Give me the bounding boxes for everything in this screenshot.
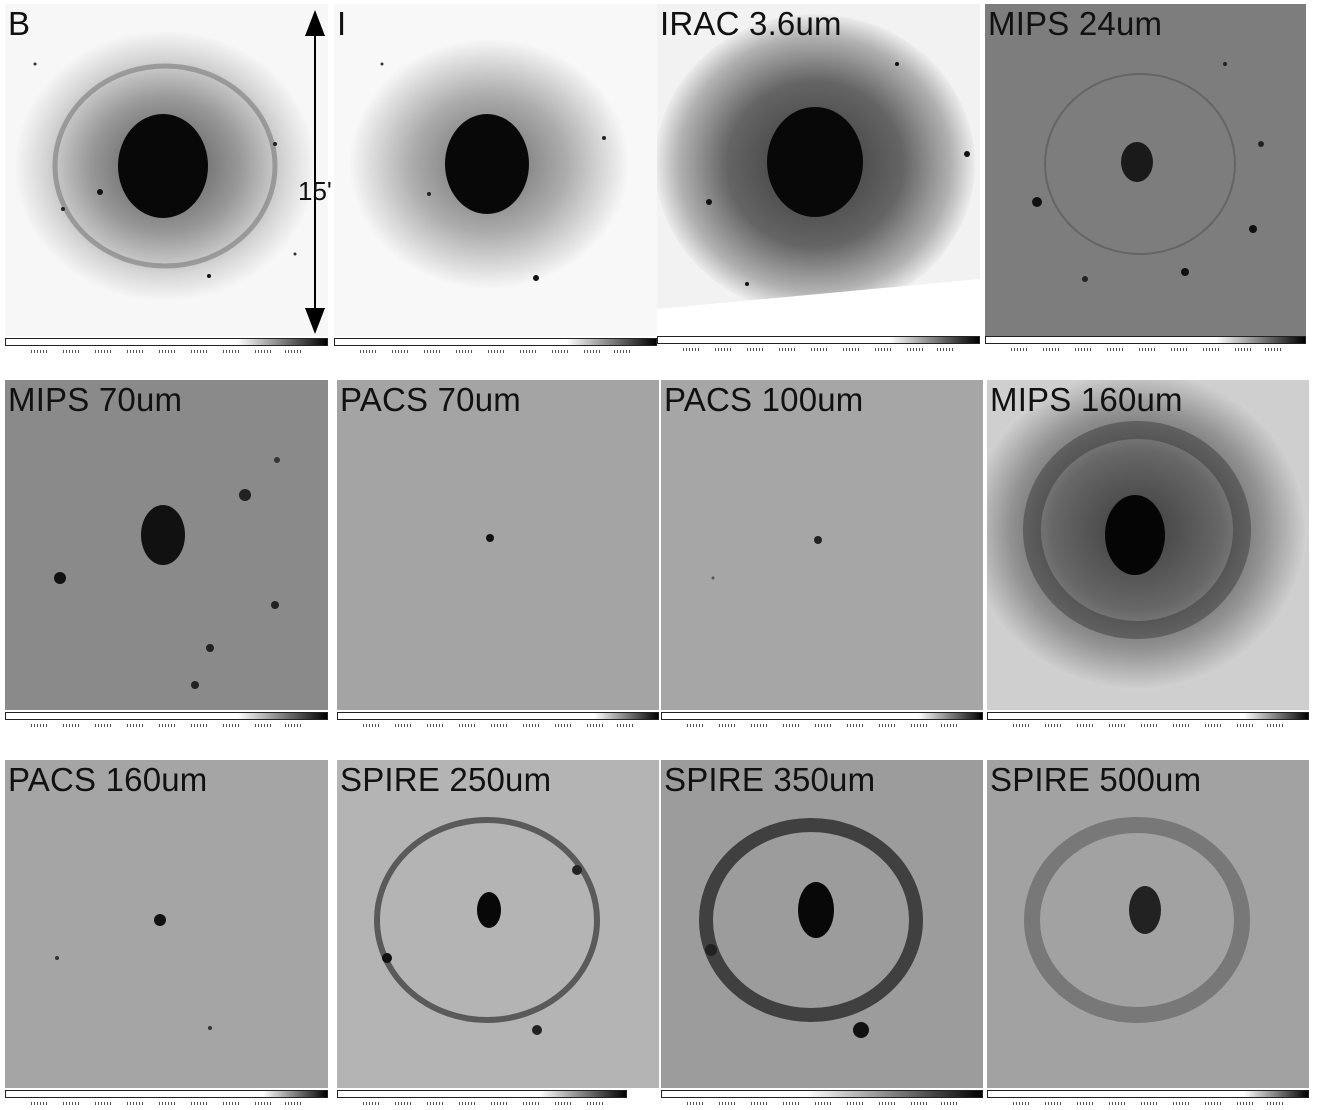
panel-label: SPIRE 250um [340,761,552,798]
panel-pacs-70-image [337,380,659,710]
panel-spire-350-image [661,760,983,1088]
panel-label: PACS 160um [8,761,208,798]
panel-label: I [337,5,347,42]
panel-spire-500-image [987,760,1309,1088]
panel-label: MIPS 160um [990,381,1183,418]
panel-pacs-70: PACS 70um [337,380,659,710]
colorbar [337,712,659,732]
scale-bar-arrow [305,10,325,334]
colorbar [337,1090,627,1110]
panel-label: IRAC 3.6um [660,5,842,42]
panel-label: MIPS 70um [8,381,183,418]
colorbar [334,338,657,358]
panel-irac-36: IRAC 3.6um [657,4,980,336]
panel-mips-160: MIPS 160um [987,380,1309,710]
panel-b-image [5,4,328,336]
panel-spire-500: SPIRE 500um [987,760,1309,1088]
panel-mips-160-image [987,380,1309,710]
colorbar [5,1090,328,1110]
colorbar [985,336,1306,356]
colorbar [987,1090,1309,1110]
panel-irac-36-image [657,4,980,336]
panel-label: B [8,5,31,42]
panel-mips-24-image [985,4,1306,336]
panel-i: I [334,4,657,336]
panel-label: PACS 100um [664,381,864,418]
panel-label: SPIRE 350um [664,761,876,798]
panel-pacs-100-image [661,380,983,710]
colorbar [657,336,980,356]
panel-spire-350: SPIRE 350um [661,760,983,1088]
panel-label: SPIRE 500um [990,761,1202,798]
panel-mips-70: MIPS 70um [5,380,328,710]
panel-label: PACS 70um [340,381,521,418]
panel-i-image [334,4,657,336]
panel-spire-250: SPIRE 250um [337,760,659,1088]
panel-mips-70-image [5,380,328,710]
panel-mips-24: MIPS 24um [985,4,1306,336]
scale-bar-label: 15' [298,176,332,206]
scale-bar: 15' [298,8,332,336]
colorbar [5,338,328,358]
colorbar [661,1090,983,1110]
panel-pacs-160-image [5,760,328,1088]
colorbar [5,712,328,732]
panel-spire-250-image [337,760,659,1088]
panel-b: B [5,4,328,336]
colorbar [661,712,983,732]
panel-pacs-100: PACS 100um [661,380,983,710]
panel-pacs-160: PACS 160um [5,760,328,1088]
panel-label: MIPS 24um [988,5,1163,42]
colorbar [987,712,1309,732]
